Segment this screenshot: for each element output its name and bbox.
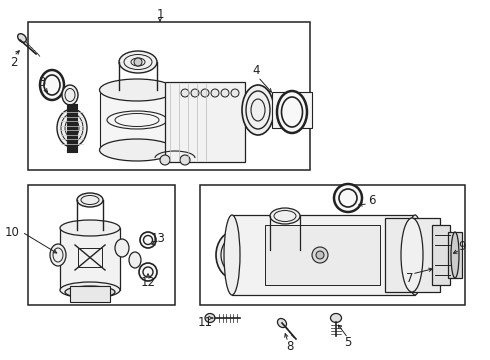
Bar [100,90,175,150]
Ellipse shape [60,282,120,298]
Ellipse shape [231,251,239,260]
Circle shape [191,89,199,97]
Ellipse shape [119,51,157,73]
Circle shape [134,58,142,66]
Ellipse shape [224,215,240,295]
Ellipse shape [62,85,78,105]
Ellipse shape [216,231,254,279]
Bar [70,286,110,302]
Ellipse shape [205,314,215,323]
Bar [28,22,310,170]
Bar [448,232,462,278]
Text: 8: 8 [286,339,294,352]
Ellipse shape [330,314,342,323]
Bar [78,248,102,267]
Text: 13: 13 [150,231,166,244]
Text: 12: 12 [141,276,155,289]
Text: 7: 7 [406,271,414,284]
Ellipse shape [277,319,287,328]
Ellipse shape [40,70,64,100]
Ellipse shape [77,193,103,207]
Text: 4: 4 [252,63,260,77]
Bar [272,92,312,128]
Ellipse shape [18,34,26,42]
Circle shape [160,155,170,165]
Text: 2: 2 [10,55,18,68]
Ellipse shape [76,224,104,236]
Ellipse shape [50,244,66,266]
Ellipse shape [101,97,139,143]
Ellipse shape [277,91,307,133]
Text: 6: 6 [368,194,376,207]
Ellipse shape [99,139,174,161]
Circle shape [221,89,229,97]
Ellipse shape [99,79,174,101]
Bar [165,82,245,162]
Text: 10: 10 [4,225,20,239]
Bar [200,185,465,305]
Circle shape [139,263,157,281]
Circle shape [334,184,362,212]
Ellipse shape [242,85,274,135]
Bar [60,228,120,290]
Ellipse shape [451,232,459,278]
Text: 5: 5 [344,336,352,348]
Bar [232,215,415,295]
Ellipse shape [65,286,115,298]
Ellipse shape [270,208,300,224]
Circle shape [316,251,324,259]
Bar [385,218,440,292]
Ellipse shape [129,252,141,268]
Ellipse shape [57,109,87,147]
Circle shape [181,89,189,97]
Circle shape [231,89,239,97]
Circle shape [140,232,156,248]
Bar [265,225,380,285]
Circle shape [211,89,219,97]
Text: 11: 11 [197,315,213,328]
Circle shape [180,155,190,165]
Text: 3: 3 [38,76,46,89]
Circle shape [201,89,209,97]
Bar [28,185,175,305]
Ellipse shape [401,218,423,292]
Text: 1: 1 [156,8,164,21]
Text: 9: 9 [458,239,466,252]
Ellipse shape [115,239,129,257]
Bar [432,225,450,285]
Ellipse shape [60,220,120,236]
Ellipse shape [407,215,423,295]
Circle shape [312,247,328,263]
Ellipse shape [116,114,124,126]
